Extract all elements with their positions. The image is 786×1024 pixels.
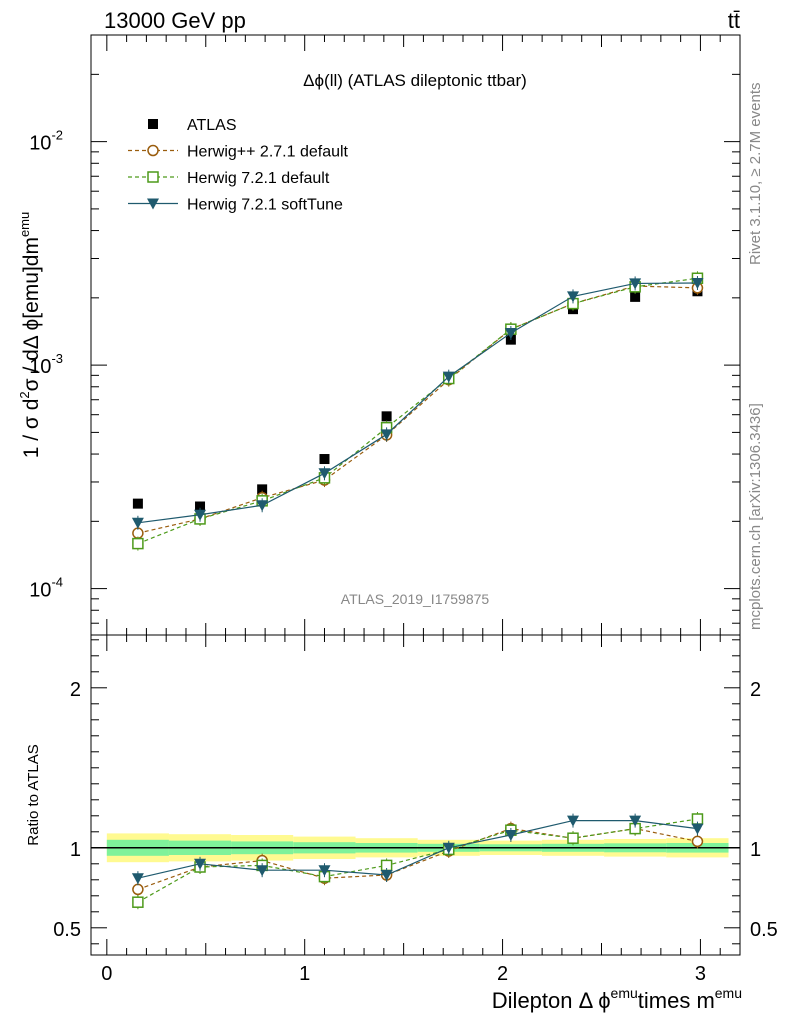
legend: ATLAS Herwig++ 2.7.1 default Herwig 7.2.1 … — [128, 117, 349, 214]
main-point-softtune — [691, 278, 704, 290]
ratio-point-softtune — [629, 815, 642, 827]
legend-label-atlas: ATLAS — [187, 117, 237, 134]
ratio-y-tick-label-right: 0.5 — [750, 919, 778, 941]
main-y-tick-label: 10-4 — [29, 575, 63, 602]
ratio-point-softtune — [380, 870, 393, 881]
ratio-point-herwigpp — [132, 883, 144, 896]
svg-text:1 / σ d2σ / dΔ ϕ[emu]dmemu: 1 / σ d2σ / dΔ ϕ[emu]dmemu — [17, 212, 43, 459]
x-tick-label: 2 — [497, 963, 508, 985]
main-series-atlas — [132, 286, 703, 512]
main-panel: 10-410-310-2 Δϕ(ll) (ATLAS dileptonic tt… — [29, 34, 741, 636]
legend-marker-herwigpp — [147, 144, 159, 157]
main-series-softtune — [131, 276, 704, 530]
main-point-softtune — [442, 371, 455, 383]
main-point-softtune — [380, 429, 393, 441]
ratio-axis-ticks: 0.5 0.5 1 1 2 2 0 1 2 3 — [53, 635, 778, 985]
ratio-y-tick-label-right: 1 — [750, 839, 761, 861]
main-point-atlas — [381, 411, 392, 422]
main-y-axis-label: 1 / σ d2σ / dΔ ϕ[emu]dmemu — [17, 212, 43, 459]
main-y-tick-exponent: -3 — [51, 351, 63, 366]
main-point-atlas — [257, 484, 268, 495]
legend-label-herwigpp: Herwig++ 2.7.1 default — [187, 144, 349, 161]
main-axis-ticks: 10-410-310-2 — [29, 34, 740, 635]
header-process-label: tt̄ — [728, 8, 740, 33]
main-point-atlas — [630, 291, 641, 302]
main-point-softtune — [504, 328, 517, 340]
main-point-softtune — [629, 278, 642, 290]
ratio-point-softtune — [318, 865, 331, 877]
main-point-herwig721 — [132, 537, 144, 550]
ratio-y-tick-label: 2 — [70, 679, 81, 701]
main-point-atlas — [132, 498, 143, 509]
legend-marker-atlas — [148, 119, 158, 129]
ratio-point-softtune — [131, 873, 144, 885]
main-point-atlas — [195, 501, 206, 512]
ratio-point-softtune — [691, 823, 704, 835]
main-point-softtune — [256, 500, 269, 512]
ratio-point-softtune — [442, 842, 455, 854]
ratio-line-herwigpp — [137, 827, 698, 890]
main-point-softtune — [194, 509, 207, 521]
ratio-panel: 0.5 0.5 1 1 2 2 0 1 2 3 — [53, 634, 778, 985]
main-y-tick-label: 10-2 — [29, 128, 63, 155]
main-line-herwigpp — [137, 285, 698, 534]
legend-label-softtune: Herwig 7.2.1 softTune — [187, 197, 343, 214]
ratio-y-tick-label: 1 — [70, 839, 81, 861]
main-y-tick-exponent: -2 — [51, 128, 63, 143]
ratio-panel-frame — [90, 634, 741, 956]
ratio-point-softtune — [194, 858, 207, 870]
ratio-uncertainty-bands — [91, 833, 740, 863]
rivet-version-label: Rivet 3.1.10, ≥ 2.7M events — [747, 83, 764, 266]
ratio-y-axis-label: Ratio to ATLAS — [25, 744, 42, 845]
legend-marker-softtune — [147, 198, 159, 210]
ratio-point-herwig721 — [132, 896, 144, 908]
main-line-softtune — [137, 282, 698, 524]
svg-text:Dilepton Δ ϕemutimes memu: Dilepton Δ ϕemutimes memu — [492, 985, 742, 1013]
main-point-softtune — [567, 291, 580, 303]
legend-marker-herwig721 — [147, 171, 159, 183]
main-series-layer — [131, 271, 704, 551]
header-energy-label: 13000 GeV pp — [104, 8, 246, 33]
x-tick-label: 1 — [299, 963, 310, 985]
ratio-line-herwig721 — [137, 818, 698, 903]
main-line-herwig721 — [137, 277, 698, 545]
ratio-y-tick-label: 0.5 — [53, 919, 81, 941]
x-tick-label: 0 — [101, 963, 112, 985]
ratio-series-softtune — [131, 813, 704, 886]
main-point-softtune — [131, 517, 144, 529]
x-tick-label: 3 — [695, 963, 706, 985]
ratio-point-softtune — [567, 815, 580, 827]
ratio-point-herwigpp — [691, 835, 704, 848]
analysis-watermark: ATLAS_2019_I1759875 — [341, 591, 490, 607]
main-point-atlas — [319, 454, 330, 465]
plot-title: Δϕ(ll) (ATLAS dileptonic ttbar) — [303, 71, 527, 90]
main-y-tick-exponent: -4 — [51, 575, 63, 590]
main-series-herwig721 — [132, 271, 704, 551]
mcplots-label: mcplots.cern.ch [arXiv:1306.3436] — [747, 403, 764, 630]
ratio-point-softtune — [504, 830, 517, 841]
ratio-line-softtune — [137, 819, 698, 879]
legend-label-herwig721: Herwig 7.2.1 default — [187, 170, 330, 187]
main-point-softtune — [318, 468, 331, 480]
ratio-y-tick-label-right: 2 — [750, 679, 761, 701]
x-axis-label: Dilepton Δ ϕemutimes memu — [492, 985, 742, 1013]
ratio-point-softtune — [256, 865, 269, 877]
ratio-series-layer — [131, 812, 704, 910]
ratio-point-herwig721 — [567, 832, 579, 844]
main-series-herwigpp — [132, 279, 704, 541]
